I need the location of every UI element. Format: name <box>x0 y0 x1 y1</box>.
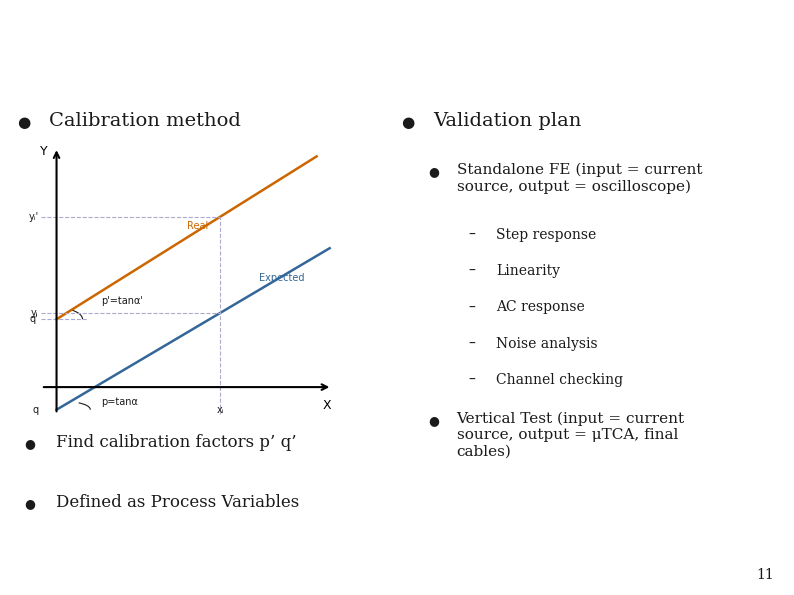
Text: yᵢ': yᵢ' <box>29 212 38 221</box>
Text: Validation plan: Validation plan <box>433 112 581 130</box>
Text: yᵢ: yᵢ <box>31 308 38 318</box>
Text: Calibration & Validation: Calibration & Validation <box>159 27 635 65</box>
Text: Calibration method: Calibration method <box>49 112 241 130</box>
Text: p=tanα: p=tanα <box>101 397 137 408</box>
Text: Y: Y <box>40 145 48 158</box>
Text: X: X <box>322 399 331 412</box>
Text: Linearity: Linearity <box>496 264 561 278</box>
Text: Noise analysis: Noise analysis <box>496 337 598 350</box>
Text: –: – <box>468 228 476 242</box>
Text: –: – <box>468 337 476 350</box>
Text: Standalone FE (input = current
source, output = oscilloscope): Standalone FE (input = current source, o… <box>457 162 702 194</box>
Text: –: – <box>468 264 476 278</box>
Text: xᵢ: xᵢ <box>217 405 224 415</box>
Text: ●: ● <box>429 165 440 178</box>
Text: Step response: Step response <box>496 228 596 242</box>
Text: Expected: Expected <box>260 273 305 283</box>
Text: q': q' <box>29 314 38 324</box>
Text: Real: Real <box>187 221 208 231</box>
Text: ●: ● <box>24 497 35 510</box>
Text: ●: ● <box>24 437 35 450</box>
Text: ●: ● <box>401 115 414 130</box>
Text: –: – <box>468 300 476 314</box>
Text: ●: ● <box>429 414 440 427</box>
Text: 11: 11 <box>757 568 774 583</box>
Text: p'=tanα': p'=tanα' <box>101 296 143 306</box>
Text: Vertical Test (input = current
source, output = μTCA, final
cables): Vertical Test (input = current source, o… <box>457 412 684 458</box>
Text: Defined as Process Variables: Defined as Process Variables <box>56 494 299 512</box>
Text: Channel checking: Channel checking <box>496 373 623 387</box>
Text: –: – <box>468 373 476 387</box>
Text: Find calibration factors p’ q’: Find calibration factors p’ q’ <box>56 434 296 451</box>
Text: ●: ● <box>17 115 31 130</box>
Text: q: q <box>33 405 38 415</box>
Text: AC response: AC response <box>496 300 585 314</box>
